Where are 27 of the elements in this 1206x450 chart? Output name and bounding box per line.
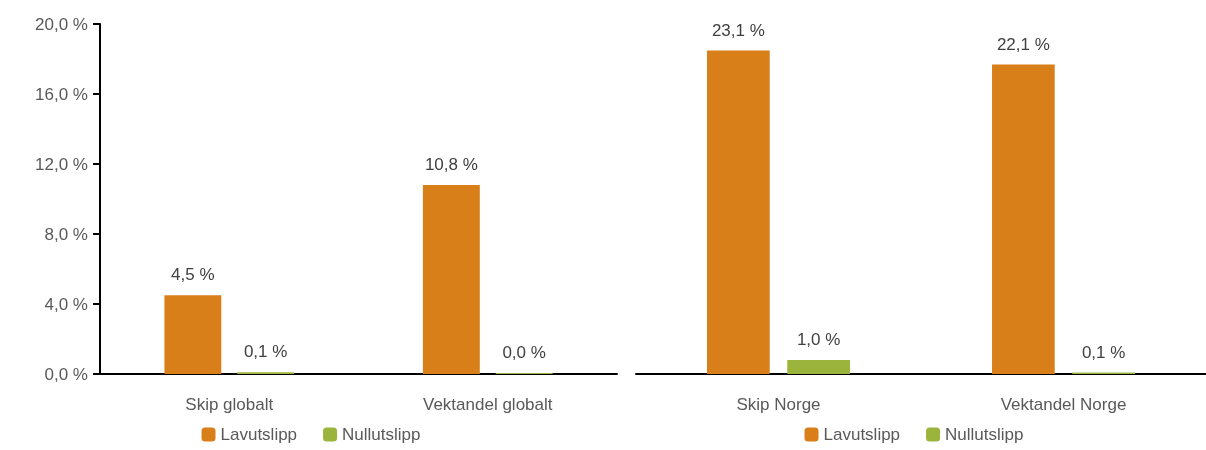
- legend-label: Lavutslipp: [220, 425, 298, 444]
- data-label: 4,5 %: [171, 265, 215, 285]
- x-tick-label: Skip globalt: [185, 395, 274, 414]
- legend-label: Lavutslipp: [823, 425, 901, 444]
- y-tick-label: 12,0 %: [35, 154, 88, 174]
- data-label: 0,1 %: [1081, 342, 1126, 362]
- data-label: 23,1 %: [711, 20, 765, 40]
- x-tick-label: Vektandel globalt: [423, 395, 553, 414]
- bar: [992, 64, 1055, 374]
- data-label: 10,8 %: [424, 155, 478, 174]
- legend-label: Nullutslipp: [342, 425, 421, 444]
- data-label: 0,1 %: [243, 342, 288, 362]
- legend-label: Nullutslipp: [945, 425, 1024, 444]
- y-tick-label: 20,0 %: [35, 14, 88, 34]
- y-tick-label: 4,0 %: [44, 294, 88, 314]
- bar: [164, 295, 222, 374]
- x-tick-label: Skip Norge: [736, 395, 821, 414]
- x-tick-label: Vektandel Norge: [1000, 395, 1127, 414]
- y-tick-label: 8,0 %: [44, 224, 88, 244]
- y-tick-label: 0,0 %: [44, 364, 88, 384]
- bar: [422, 185, 480, 374]
- bar: [787, 360, 850, 374]
- data-label: 22,1 %: [996, 34, 1050, 54]
- y-tick-label: 16,0 %: [35, 84, 88, 104]
- bar: [707, 50, 770, 374]
- data-label: 0,0 %: [502, 343, 546, 362]
- data-label: 1,0 %: [796, 330, 841, 349]
